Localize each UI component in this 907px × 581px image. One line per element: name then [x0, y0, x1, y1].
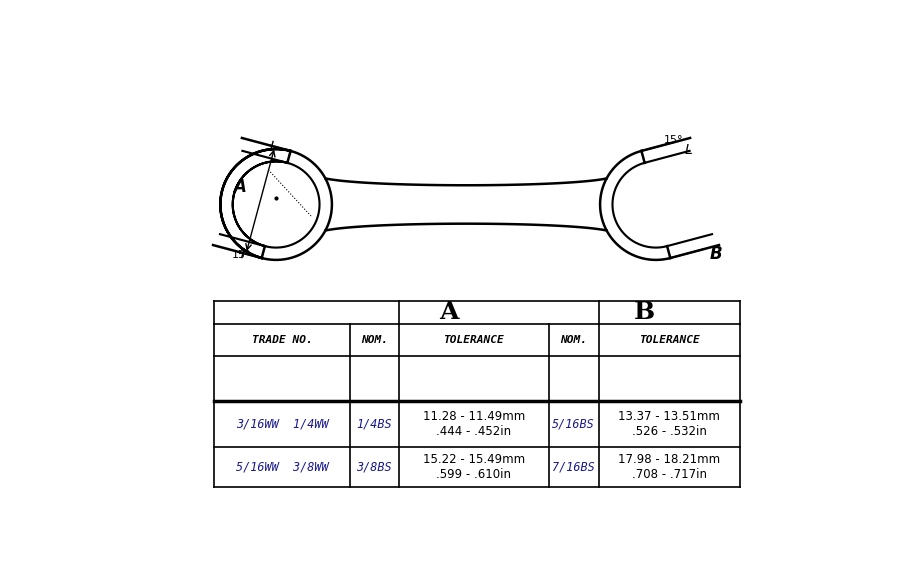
- Text: 3/8BS: 3/8BS: [356, 461, 392, 474]
- Text: NOM.: NOM.: [561, 335, 587, 345]
- Text: TOLERANCE: TOLERANCE: [444, 335, 504, 345]
- Text: B: B: [709, 245, 722, 263]
- Text: 17.98 - 18.21mm
.708 - .717in: 17.98 - 18.21mm .708 - .717in: [618, 453, 720, 481]
- Text: 11.28 - 11.49mm
.444 - .452in: 11.28 - 11.49mm .444 - .452in: [423, 410, 525, 438]
- Text: TOLERANCE: TOLERANCE: [639, 335, 699, 345]
- Text: 1/4BS: 1/4BS: [356, 417, 392, 431]
- Text: A: A: [440, 300, 459, 324]
- Text: 15°: 15°: [664, 135, 684, 145]
- Text: 3/16WW  1/4WW: 3/16WW 1/4WW: [236, 417, 328, 431]
- Text: 15°: 15°: [232, 250, 251, 260]
- Text: L: L: [685, 143, 693, 157]
- Text: A: A: [233, 178, 246, 196]
- Text: B: B: [634, 300, 655, 324]
- Text: 5/16WW  3/8WW: 5/16WW 3/8WW: [236, 461, 328, 474]
- Text: 5/16BS: 5/16BS: [552, 417, 595, 431]
- Text: NOM.: NOM.: [361, 335, 387, 345]
- Text: 7/16BS: 7/16BS: [552, 461, 595, 474]
- Text: 13.37 - 13.51mm
.526 - .532in: 13.37 - 13.51mm .526 - .532in: [618, 410, 720, 438]
- Text: TRADE NO.: TRADE NO.: [251, 335, 312, 345]
- Text: 15.22 - 15.49mm
.599 - .610in: 15.22 - 15.49mm .599 - .610in: [423, 453, 525, 481]
